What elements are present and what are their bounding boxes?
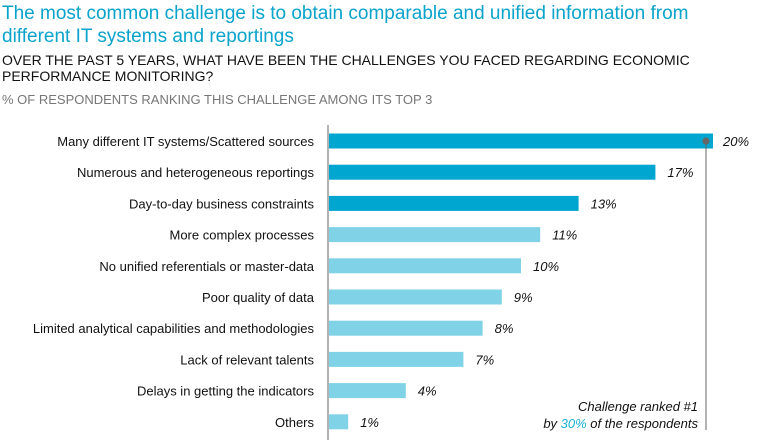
category-label: Numerous and heterogeneous reportings — [77, 165, 315, 180]
value-label: 10% — [533, 259, 559, 274]
bar — [329, 414, 349, 430]
category-label: Delays in getting the indicators — [137, 384, 315, 399]
value-label: 4% — [418, 384, 437, 399]
category-label: No unified referentials or master-data — [99, 259, 314, 274]
category-label: Day-to-day business constraints — [129, 196, 314, 211]
callout-line1: Challenge ranked #1 — [578, 399, 698, 414]
bar — [329, 351, 464, 367]
category-label: More complex processes — [170, 228, 315, 243]
question-text: OVER THE PAST 5 YEARS, WHAT HAVE BEEN TH… — [2, 52, 690, 84]
value-label: 1% — [360, 415, 379, 430]
callout: Challenge ranked #1 by 30% of the respon… — [543, 398, 698, 432]
value-label: 8% — [495, 321, 514, 336]
value-label: 20% — [722, 134, 749, 149]
callout-value: 30% — [560, 416, 587, 431]
bar — [329, 258, 521, 274]
value-label: 13% — [591, 196, 617, 211]
category-label: Limited analytical capabilities and meth… — [33, 321, 315, 336]
bar — [329, 164, 656, 180]
bar — [329, 227, 541, 243]
callout-post: of the respondents — [586, 416, 698, 431]
value-label: 11% — [552, 228, 577, 243]
chart-note: % OF RESPONDENTS RANKING THIS CHALLENGE … — [2, 92, 433, 107]
value-label: 7% — [475, 352, 494, 367]
callout-marker — [702, 137, 710, 145]
callout-pre: by — [543, 416, 561, 431]
category-label: Poor quality of data — [202, 290, 315, 305]
bar — [329, 195, 579, 211]
page-title: The most common challenge is to obtain c… — [2, 3, 689, 47]
category-label: Many different IT systems/Scattered sour… — [57, 134, 314, 149]
category-label: Others — [275, 415, 315, 430]
bar — [329, 383, 406, 399]
value-label: 9% — [514, 290, 533, 305]
bar — [329, 133, 713, 149]
value-label: 17% — [667, 165, 693, 180]
category-label: Lack of relevant talents — [180, 352, 314, 367]
bar — [329, 289, 502, 305]
bar — [329, 320, 483, 336]
